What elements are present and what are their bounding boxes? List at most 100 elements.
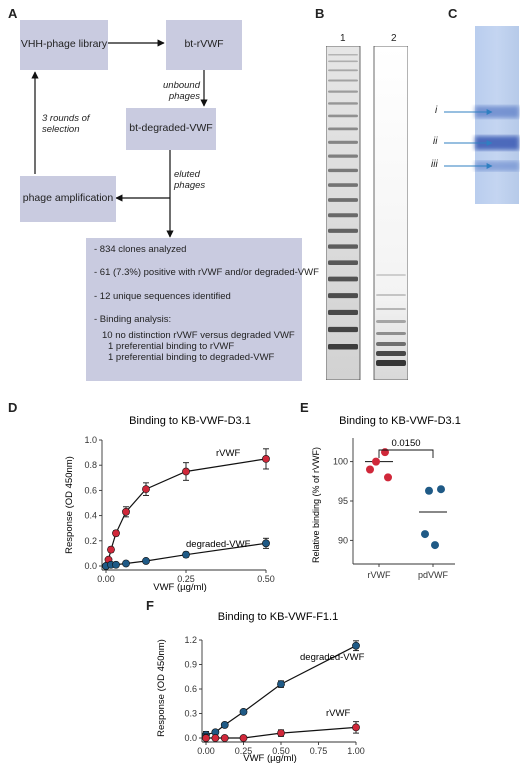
data-point bbox=[182, 550, 190, 559]
data-point bbox=[122, 559, 130, 568]
data-point bbox=[142, 557, 150, 565]
data-point bbox=[220, 721, 229, 729]
gel-b-lane-1-band bbox=[328, 198, 358, 202]
unbound-phages-label: unbound phages bbox=[150, 80, 200, 103]
gel-b-lane-2-band bbox=[376, 342, 406, 346]
chart-f-label-degraded: degraded-VWF bbox=[300, 652, 365, 663]
y-tick-label: 1.0 bbox=[84, 435, 97, 445]
data-point bbox=[437, 485, 445, 494]
gel-c-label-iii: iii bbox=[431, 159, 438, 170]
gel-b-lane-2-band bbox=[376, 351, 406, 356]
summary-line-1: - 834 clones analyzed bbox=[94, 244, 187, 255]
gel-c-band-iii bbox=[475, 161, 519, 171]
gel-b-lane-1-band bbox=[328, 293, 358, 299]
gel-c-band-i bbox=[475, 106, 519, 118]
amplification-label: phage amplification bbox=[22, 192, 114, 205]
chart-d-label-rvwf: rVWF bbox=[216, 448, 240, 459]
chart-e-points bbox=[365, 448, 447, 550]
library-box: VHH-phage library bbox=[20, 20, 108, 70]
gel-b-lane-1-label: 1 bbox=[340, 33, 346, 44]
y-tick-label: 0.3 bbox=[184, 709, 197, 719]
y-tick-label: 0.6 bbox=[84, 485, 97, 495]
chart-f-label-rvwf: rVWF bbox=[326, 708, 350, 719]
data-point bbox=[277, 729, 285, 737]
y-tick-label: 0.4 bbox=[84, 511, 97, 521]
gel-b-lane-1-band bbox=[328, 244, 358, 249]
data-point bbox=[112, 560, 120, 569]
gel-c-label-i: i bbox=[435, 105, 438, 116]
y-tick-label: 90 bbox=[338, 535, 348, 545]
chart-e-ylabel: Relative binding (% of rVWF) bbox=[311, 447, 321, 563]
flowchart-arrows bbox=[31, 39, 208, 238]
gel-b-lane-2-label: 2 bbox=[391, 33, 397, 44]
bt-degraded-label: bt-degraded-VWF bbox=[129, 122, 213, 135]
y-tick-label: 95 bbox=[338, 496, 348, 506]
y-tick-label: 0.2 bbox=[84, 536, 97, 546]
gel-b bbox=[326, 46, 408, 380]
amplification-box: phage amplification bbox=[20, 176, 116, 222]
eluted-phages-label: eluted phages bbox=[174, 169, 205, 192]
summary-line-5: 10 no distinction rVWF versus degraded V… bbox=[102, 329, 295, 341]
chart-f-series bbox=[202, 640, 360, 743]
gel-b-lane-2-band bbox=[376, 274, 406, 276]
x-tick-label: pdVWF bbox=[418, 570, 449, 580]
y-tick-label: 0.0 bbox=[84, 561, 97, 571]
data-point bbox=[431, 541, 439, 550]
y-tick-label: 0.9 bbox=[184, 660, 197, 670]
x-tick-label: 0.50 bbox=[257, 574, 275, 584]
gel-b-lane-1-band bbox=[328, 326, 358, 333]
data-point bbox=[421, 530, 429, 539]
panel-letter-c: C bbox=[448, 6, 458, 21]
gel-b-lane-1-band bbox=[328, 154, 358, 158]
gel-b-lane-1-band bbox=[328, 90, 358, 93]
gel-b-lane-1-band bbox=[328, 183, 358, 187]
data-point bbox=[277, 680, 285, 688]
gel-c-label-ii: ii bbox=[433, 136, 438, 147]
data-point bbox=[384, 473, 392, 482]
gel-b-lane-2-band bbox=[376, 320, 406, 323]
bt-rvwf-box: bt-rVWF bbox=[166, 20, 242, 70]
gel-b-lane-1-band bbox=[328, 260, 358, 265]
y-tick-label: 0.0 bbox=[184, 733, 197, 743]
chart-d-series bbox=[102, 448, 270, 570]
unbound-line-1: unbound bbox=[163, 80, 200, 91]
gel-b-lane-1-band bbox=[328, 140, 358, 144]
gel-b-lane-1-band bbox=[328, 79, 358, 82]
chart-f-xlabel: VWF (µg/ml) bbox=[243, 753, 297, 764]
data-point bbox=[352, 641, 360, 650]
unbound-line-2: phages bbox=[168, 91, 200, 103]
chart-f: Binding to KB-VWF-F1.1 0.00 0.25 0.50 0.75 1… bbox=[156, 611, 365, 764]
gel-b-lane-1-band bbox=[328, 102, 358, 105]
gel-c bbox=[444, 26, 519, 204]
gel-b-lane-1-band bbox=[328, 54, 358, 56]
chart-d: Binding to KB-VWF-D3.1 0.00 0.25 0.500.00.… bbox=[64, 415, 275, 593]
data-point bbox=[107, 545, 115, 554]
x-tick-label: 0.75 bbox=[310, 746, 328, 756]
y-tick-label: 1.2 bbox=[184, 635, 197, 645]
gel-b-lane-1-band bbox=[328, 344, 358, 350]
y-tick-label: 100 bbox=[333, 457, 348, 467]
gel-b-lane-2-bands bbox=[376, 274, 406, 366]
chart-d-title: Binding to KB-VWF-D3.1 bbox=[129, 415, 251, 427]
gel-b-lane-2-band bbox=[376, 308, 406, 310]
data-point bbox=[122, 507, 130, 516]
eluted-line-1: eluted bbox=[174, 169, 200, 180]
data-point bbox=[352, 723, 360, 732]
data-point bbox=[262, 539, 270, 548]
x-tick-label: 0.50 bbox=[272, 746, 290, 756]
chart-f-title: Binding to KB-VWF-F1.1 bbox=[218, 611, 338, 623]
data-point bbox=[142, 485, 150, 494]
panel-letter-d: D bbox=[8, 400, 18, 415]
data-point bbox=[220, 734, 229, 742]
x-tick-label: 0.25 bbox=[177, 574, 195, 584]
gel-b-lane-1-band bbox=[328, 228, 358, 233]
gel-b-lane-1 bbox=[326, 46, 361, 380]
chart-f-ticks: 0.00 0.25 0.50 0.75 1.00 0.0 0.3 0.6 0.9 1.2 bbox=[184, 635, 364, 756]
chart-d-xlabel: VWF (µg/ml) bbox=[153, 582, 207, 593]
chart-d-label-degraded: degraded-VWF bbox=[186, 539, 251, 550]
summary-line-2: - 61 (7.3%) positive with rVWF and/or de… bbox=[94, 267, 319, 279]
bt-degraded-box: bt-degraded-VWF bbox=[126, 108, 216, 150]
gel-c-band-ii bbox=[475, 136, 519, 150]
summary-line-3: - 12 unique sequences identified bbox=[94, 290, 231, 302]
